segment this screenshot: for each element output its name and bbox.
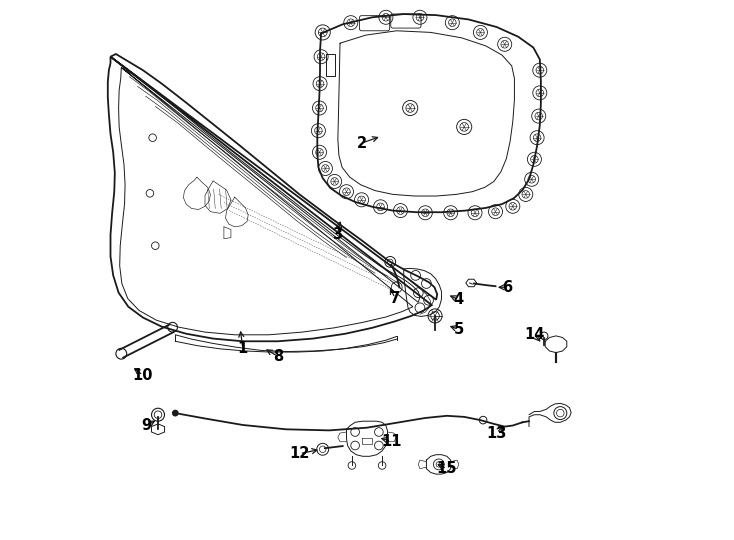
- Text: 13: 13: [487, 426, 506, 441]
- Text: 4: 4: [454, 292, 464, 307]
- Text: 2: 2: [357, 136, 367, 151]
- Text: 10: 10: [133, 368, 153, 383]
- Text: 14: 14: [524, 327, 545, 342]
- Text: 7: 7: [390, 291, 400, 306]
- Text: 1: 1: [238, 341, 248, 356]
- Circle shape: [172, 410, 178, 416]
- Text: 3: 3: [333, 227, 342, 242]
- Text: 12: 12: [289, 446, 310, 461]
- Text: 6: 6: [502, 280, 512, 295]
- Text: 9: 9: [142, 418, 152, 433]
- Text: 8: 8: [273, 349, 283, 364]
- Text: 15: 15: [437, 461, 457, 476]
- Text: 11: 11: [381, 434, 401, 449]
- Text: 5: 5: [454, 322, 464, 337]
